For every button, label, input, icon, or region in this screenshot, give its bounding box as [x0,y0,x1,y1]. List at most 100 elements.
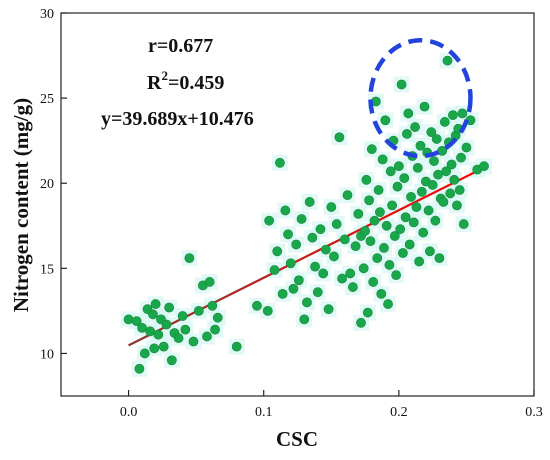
x-tick-label: 0.0 [120,405,138,420]
data-point [376,288,387,299]
data-point [408,217,419,228]
data-point [207,300,218,311]
data-point [193,305,204,316]
annotation-r: r=0.677 [148,35,213,57]
data-point [202,331,212,342]
data-point [383,299,393,309]
data-point [393,161,404,172]
data-point [396,79,407,90]
x-tick-label: 0.1 [255,405,273,420]
data-point [414,256,425,267]
annotation-r2-suffix: =0.459 [168,72,224,94]
data-point [380,115,391,126]
data-point [360,225,370,236]
data-point [302,297,312,308]
y-tick-label: 10 [40,347,54,362]
regression-line [128,165,488,347]
data-point [269,265,280,275]
y-tick-label: 15 [40,262,54,277]
data-point [173,333,184,344]
data-point [392,181,403,192]
data-point [398,248,408,258]
data-point [406,191,416,202]
data-point [385,166,396,177]
data-point [403,108,414,119]
data-point [139,348,150,359]
data-point [131,316,142,327]
data-point [204,277,215,287]
data-point [348,282,358,292]
data-point [430,215,441,226]
data-point [252,300,262,311]
data-point [375,207,385,218]
data-point [212,312,223,323]
data-point [446,159,457,170]
data-point [402,128,412,139]
data-point [381,220,392,231]
data-point [442,55,453,66]
data-point [177,311,188,321]
data-point [339,234,350,245]
data-point [366,144,377,155]
x-tick-label: 0.2 [390,405,408,420]
data-point [188,336,199,347]
annotation-r2-prefix: R [147,72,162,94]
data-point [400,212,411,223]
data-point [377,154,388,165]
data-point [353,208,364,219]
data-point [299,314,310,325]
data-point [411,202,422,212]
data-point [454,185,465,195]
data-point [288,283,299,294]
data-point [457,108,468,119]
data-point [149,343,160,354]
data-point [334,132,345,143]
data-point [434,253,445,264]
data-point [448,110,458,121]
data-point [399,173,410,184]
data-point [315,224,326,235]
data-point [356,317,366,328]
data-point [364,195,375,206]
data-point [365,236,376,246]
data-point [384,260,395,270]
data-point [134,363,145,374]
data-point [461,142,472,153]
data-point [184,253,195,264]
data-point [296,214,307,224]
y-tick-label: 20 [40,177,54,192]
data-point [312,287,323,298]
data-point [320,244,331,255]
data-point [158,341,169,352]
data-point [331,219,342,229]
highlight-ellipse [368,37,473,159]
data-point [362,307,373,318]
data-point [441,166,452,177]
data-point [452,200,462,211]
data-point [264,215,275,226]
data-point [458,219,469,229]
data-point [283,229,293,240]
data-point [342,190,353,201]
data-point [438,197,449,207]
data-point [449,174,460,185]
y-axis-title: Nitrogen content (mg/g) [9,98,33,312]
data-point [445,188,456,199]
data-point [180,324,191,335]
data-point [275,157,285,168]
y-axis-ticks: 10 15 20 25 30 [40,7,67,362]
data-point [368,277,379,287]
data-point [456,152,466,163]
data-point [415,140,426,151]
data-point [210,324,220,335]
data-point [123,314,134,325]
data-point [147,309,158,320]
data-point [280,205,291,216]
data-point [379,243,389,253]
data-point [387,200,397,211]
data-point [304,197,315,207]
data-point [358,263,369,274]
data-point [293,275,304,286]
data-point [307,232,318,243]
data-points [123,55,489,374]
